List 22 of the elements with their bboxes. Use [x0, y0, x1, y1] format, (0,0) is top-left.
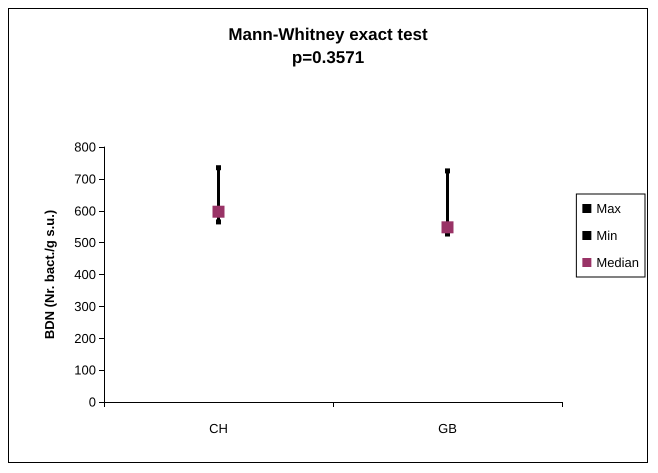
y-tick-label: 100 [74, 362, 96, 378]
point [445, 168, 450, 174]
y-tick-label: 600 [74, 203, 96, 218]
y-tick-label: 400 [74, 267, 96, 282]
y-tick-label: 300 [74, 298, 96, 314]
y-tick-label: 800 [74, 140, 96, 154]
y-axis-title: BDN (Nr. bact./g s.u.) [42, 210, 57, 340]
x-tick-label: GB [438, 421, 457, 436]
legend-label: Max [596, 201, 622, 216]
point [216, 219, 221, 224]
y-tick-label: 700 [74, 171, 96, 186]
point [442, 221, 454, 234]
point [212, 206, 224, 218]
chart-title: Mann-Whitney exact test [228, 25, 428, 44]
y-tick-label: 0 [88, 394, 96, 410]
point [216, 165, 221, 170]
legend-label: Min [596, 228, 618, 243]
chart-subtitle: p=0.3571 [292, 48, 364, 67]
x-tick-label: CH [209, 421, 228, 436]
legend-label: Median [596, 255, 640, 270]
y-tick-label: 500 [74, 235, 96, 250]
y-tick-label: 200 [74, 330, 96, 346]
